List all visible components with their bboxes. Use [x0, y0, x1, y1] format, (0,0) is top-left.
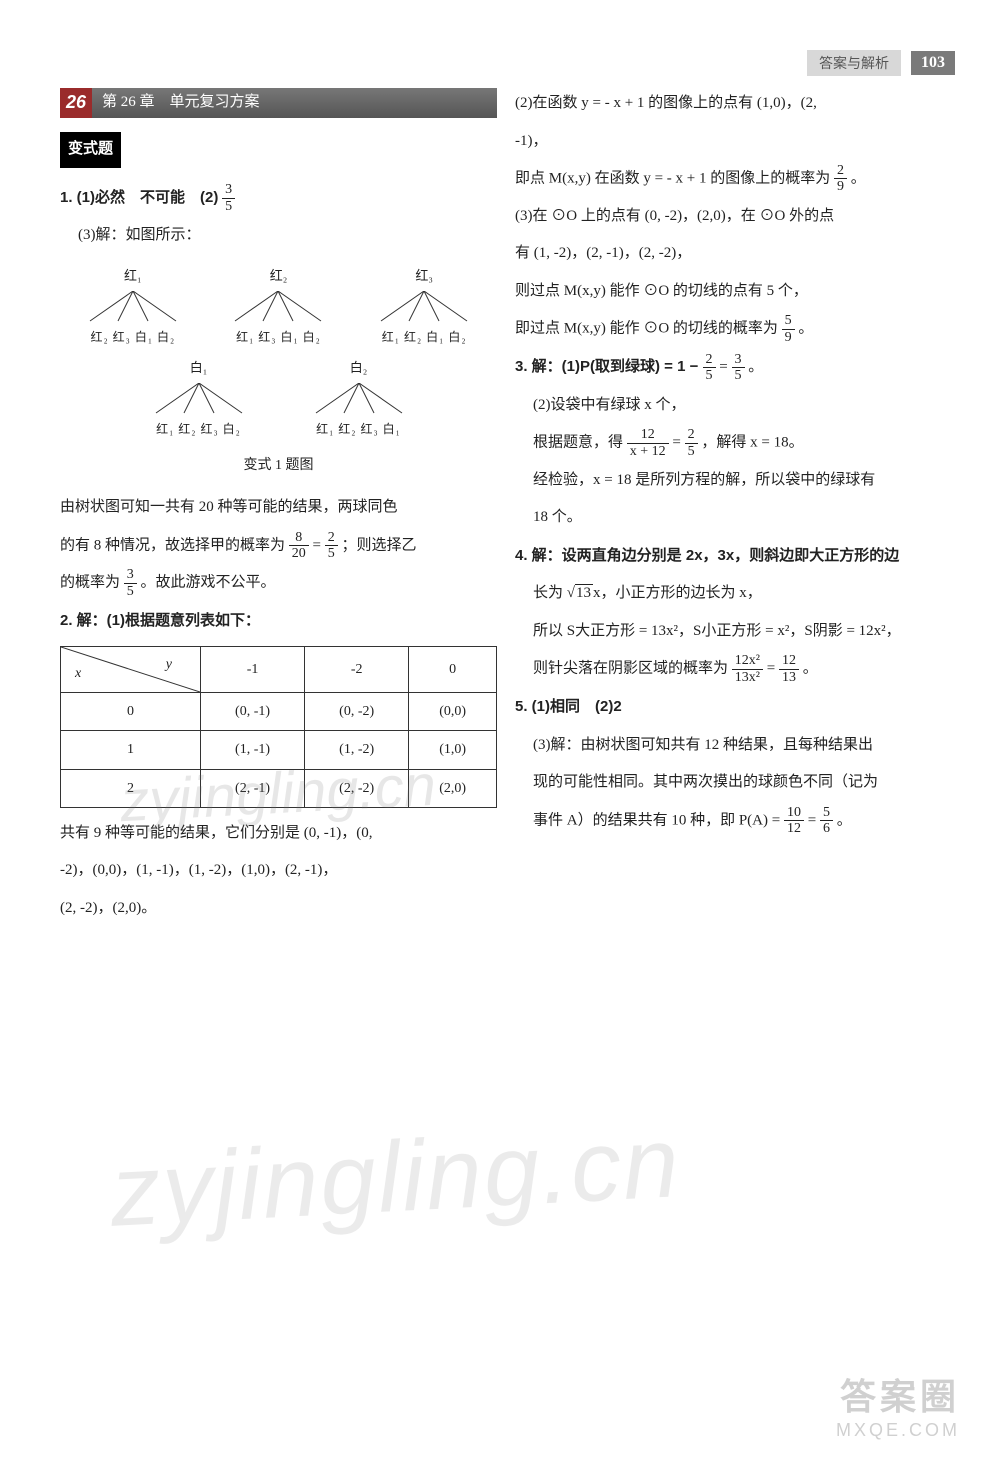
q3-a: 3. 解：(1)P(取到绿球) = 1 − 25 = 35 。 [515, 351, 952, 384]
tree-node: 红₁ 红₂ 红₃ 白₁ 白₂ [78, 262, 188, 351]
tree-diagram: 红₁ 红₂ 红₃ 白₁ 白₂ 红₂ 红₁ 红₃ 白₁ 白₂ 红₃ 红₁ 红₂ 白… [60, 262, 497, 443]
tree-branch-icon [304, 383, 414, 415]
tree-branch-icon [369, 291, 479, 323]
tree-node: 白₂ 红₁ 红₂ 红₃ 白₁ [304, 354, 414, 443]
q5-c: 现的可能性相同。其中两次摸出的球颜色不同（记为 [515, 767, 952, 799]
q3-e: 18 个。 [515, 502, 952, 534]
left-column: 26 第 26 章 单元复习方案 变式题 1. (1)必然 不可能 (2) 35… [60, 88, 497, 930]
tree-branch-icon [144, 383, 254, 415]
q2-expl-1: 共有 9 种等可能的结果，它们分别是 (0, -1)，(0, [60, 818, 497, 850]
tree-branch-icon [78, 291, 188, 323]
q1-line1: 1. (1)必然 不可能 (2) 35 [60, 182, 497, 215]
r3-c: 则过点 M(x,y) 能作 ⊙O 的切线的点有 5 个， [515, 276, 952, 308]
logo-small: MXQE.COM [836, 1420, 960, 1441]
tree-branch-icon [223, 291, 333, 323]
q5-b: (3)解：由树状图可知共有 12 种结果，且每种结果出 [515, 730, 952, 762]
q5-d: 事件 A）的结果共有 10 种，即 P(A) = 1012 = 56 。 [515, 805, 952, 837]
r3-a: (3)在 ⊙O 上的点有 (0, -2)，(2,0)，在 ⊙O 外的点 [515, 201, 952, 233]
tree-row-bottom: 白₁ 红₁ 红₂ 红₃ 白₂ 白₂ 红₁ 红₂ 红₃ 白₁ [60, 354, 497, 443]
tree-row-top: 红₁ 红₂ 红₃ 白₁ 白₂ 红₂ 红₁ 红₃ 白₁ 白₂ 红₃ 红₁ 红₂ 白… [60, 262, 497, 351]
r3-d: 即过点 M(x,y) 能作 ⊙O 的切线的概率为 59 。 [515, 313, 952, 345]
chapter-bar: 26 第 26 章 单元复习方案 [60, 88, 497, 118]
col-header: -2 [305, 646, 409, 692]
q2-expl-3: (2, -2)，(2,0)。 [60, 893, 497, 925]
table-diag-header: y x [61, 646, 201, 692]
table-row: 2 (2, -1) (2, -2) (2,0) [61, 769, 497, 807]
watermark: zyjingling.cn [107, 1105, 683, 1250]
header-label: 答案与解析 [807, 50, 901, 76]
q2-line1: 2. 解：(1)根据题意列表如下： [60, 605, 497, 638]
frac-3-5: 35 [222, 182, 235, 214]
corner-logo: 答案圈 MXQE.COM [836, 1368, 960, 1441]
r2-a: (2)在函数 y = - x + 1 的图像上的点有 (1,0)，(2, [515, 88, 952, 120]
chapter-title: 第 26 章 单元复习方案 [92, 88, 497, 118]
q1-expl-2: 的有 8 种情况，故选择甲的概率为 820 = 25 ；则选择乙 [60, 530, 497, 562]
q1-expl-3: 的概率为 35 。故此游戏不公平。 [60, 567, 497, 599]
r3-b: 有 (1, -2)，(2, -1)，(2, -2)， [515, 238, 952, 270]
col-header: 0 [409, 646, 497, 692]
tree-node: 白₁ 红₁ 红₂ 红₃ 白₂ [144, 354, 254, 443]
r2-c: 即点 M(x,y) 在函数 y = - x + 1 的图像上的概率为 29 。 [515, 163, 952, 195]
logo-big: 答案圈 [836, 1368, 960, 1420]
r2-b: -1)， [515, 126, 952, 158]
table-row: 1 (1, -1) (1, -2) (1,0) [61, 731, 497, 769]
right-column: (2)在函数 y = - x + 1 的图像上的点有 (1,0)，(2, -1)… [515, 88, 952, 930]
q4-a: 4. 解：设两直角边分别是 2x，3x，则斜边即大正方形的边 [515, 540, 952, 573]
content-columns: 26 第 26 章 单元复习方案 变式题 1. (1)必然 不可能 (2) 35… [60, 88, 952, 930]
q3-c: 根据题意，得 12x + 12 = 25 ，解得 x = 18。 [515, 427, 952, 459]
q1-prefix: 1. (1)必然 不可能 (2) [60, 189, 218, 206]
col-header: -1 [201, 646, 305, 692]
xy-table: y x -1 -2 0 0 (0, -1) (0, -2) (0,0) 1 (1… [60, 646, 497, 808]
q3-b: (2)设袋中有绿球 x 个， [515, 390, 952, 422]
chapter-number: 26 [60, 88, 92, 118]
q1-line2: (3)解：如图所示： [60, 220, 497, 252]
tree-node: 红₃ 红₁ 红₂ 白₁ 白₂ [369, 262, 479, 351]
q4-d: 则针尖落在阴影区域的概率为 12x²13x² = 1213 。 [515, 653, 952, 685]
q3-d: 经检验，x = 18 是所列方程的解，所以袋中的绿球有 [515, 465, 952, 497]
page-number: 103 [911, 51, 955, 75]
figure-caption: 变式 1 题图 [60, 451, 497, 480]
tree-node: 红₂ 红₁ 红₃ 白₁ 白₂ [223, 262, 333, 351]
section-label: 变式题 [60, 132, 121, 168]
page-header: 答案与解析 103 [807, 50, 955, 76]
q4-c: 所以 S大正方形 = 13x²，S小正方形 = x²，S阴影 = 12x²， [515, 616, 952, 648]
q4-b: 长为 √13x，小正方形的边长为 x， [515, 578, 952, 610]
q1-expl-1: 由树状图可知一共有 20 种等可能的结果，两球同色 [60, 492, 497, 524]
q5-a: 5. (1)相同 (2)2 [515, 691, 952, 724]
table-row: 0 (0, -1) (0, -2) (0,0) [61, 692, 497, 730]
q2-expl-2: -2)，(0,0)，(1, -1)，(1, -2)，(1,0)，(2, -1)， [60, 855, 497, 887]
